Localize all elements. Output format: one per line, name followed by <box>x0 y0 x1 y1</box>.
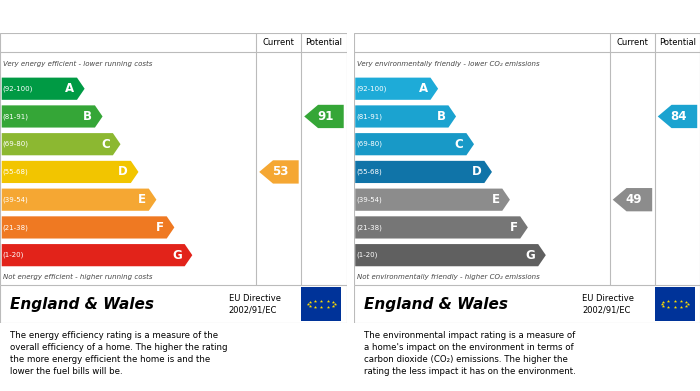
Text: A: A <box>65 82 74 95</box>
Text: Potential: Potential <box>305 38 342 47</box>
Text: F: F <box>510 221 517 234</box>
Text: (55-68): (55-68) <box>3 169 29 175</box>
Text: 49: 49 <box>626 193 642 206</box>
Polygon shape <box>658 105 697 128</box>
Text: (39-54): (39-54) <box>3 196 29 203</box>
Text: 84: 84 <box>671 110 687 123</box>
Polygon shape <box>1 133 120 155</box>
Text: EU Directive
2002/91/EC: EU Directive 2002/91/EC <box>229 294 281 314</box>
Text: Very energy efficient - lower running costs: Very energy efficient - lower running co… <box>4 61 153 66</box>
Polygon shape <box>355 244 546 266</box>
Polygon shape <box>304 105 344 128</box>
Text: Current: Current <box>617 38 648 47</box>
Text: The energy efficiency rating is a measure of the
overall efficiency of a home. T: The energy efficiency rating is a measur… <box>10 331 228 376</box>
Text: England & Wales: England & Wales <box>364 296 508 312</box>
Polygon shape <box>1 78 85 100</box>
Polygon shape <box>355 105 456 127</box>
Polygon shape <box>355 188 510 211</box>
Polygon shape <box>355 216 528 239</box>
Text: Potential: Potential <box>659 38 696 47</box>
Text: Very environmentally friendly - lower CO₂ emissions: Very environmentally friendly - lower CO… <box>357 61 540 66</box>
Text: 53: 53 <box>272 165 288 178</box>
Text: Current: Current <box>263 38 295 47</box>
Text: (69-80): (69-80) <box>3 141 29 147</box>
Polygon shape <box>1 161 139 183</box>
Text: E: E <box>491 193 500 206</box>
Polygon shape <box>1 216 174 239</box>
Text: The environmental impact rating is a measure of
a home's impact on the environme: The environmental impact rating is a mea… <box>364 331 575 376</box>
Text: (39-54): (39-54) <box>356 196 382 203</box>
Text: Environmental Impact (CO₂) Rating: Environmental Impact (CO₂) Rating <box>360 10 593 23</box>
Polygon shape <box>355 161 492 183</box>
Text: E: E <box>138 193 146 206</box>
Text: England & Wales: England & Wales <box>10 296 155 312</box>
Polygon shape <box>612 188 652 211</box>
Text: B: B <box>437 110 446 123</box>
Polygon shape <box>1 105 103 127</box>
Text: G: G <box>526 249 536 262</box>
Polygon shape <box>355 133 474 155</box>
Text: (81-91): (81-91) <box>356 113 382 120</box>
Text: (21-38): (21-38) <box>356 224 382 231</box>
Text: (92-100): (92-100) <box>3 86 33 92</box>
Text: D: D <box>118 165 128 178</box>
Text: (81-91): (81-91) <box>3 113 29 120</box>
Text: (92-100): (92-100) <box>356 86 386 92</box>
Text: (21-38): (21-38) <box>3 224 29 231</box>
Text: C: C <box>102 138 110 151</box>
Text: F: F <box>156 221 164 234</box>
Text: 91: 91 <box>317 110 333 123</box>
Polygon shape <box>259 160 299 184</box>
Text: G: G <box>172 249 182 262</box>
Text: B: B <box>83 110 92 123</box>
Text: EU Directive
2002/91/EC: EU Directive 2002/91/EC <box>582 294 634 314</box>
Text: Not environmentally friendly - higher CO₂ emissions: Not environmentally friendly - higher CO… <box>357 274 540 280</box>
Text: (1-20): (1-20) <box>356 252 377 258</box>
Text: (69-80): (69-80) <box>356 141 382 147</box>
Polygon shape <box>1 188 156 211</box>
Text: A: A <box>419 82 428 95</box>
Text: C: C <box>455 138 463 151</box>
Text: (55-68): (55-68) <box>356 169 382 175</box>
Bar <box>655 287 695 321</box>
Text: D: D <box>472 165 482 178</box>
Text: Energy Efficiency Rating: Energy Efficiency Rating <box>7 10 169 23</box>
Text: Not energy efficient - higher running costs: Not energy efficient - higher running co… <box>4 274 153 280</box>
Text: (1-20): (1-20) <box>3 252 24 258</box>
Polygon shape <box>355 78 438 100</box>
Bar <box>302 287 342 321</box>
Polygon shape <box>1 244 193 266</box>
